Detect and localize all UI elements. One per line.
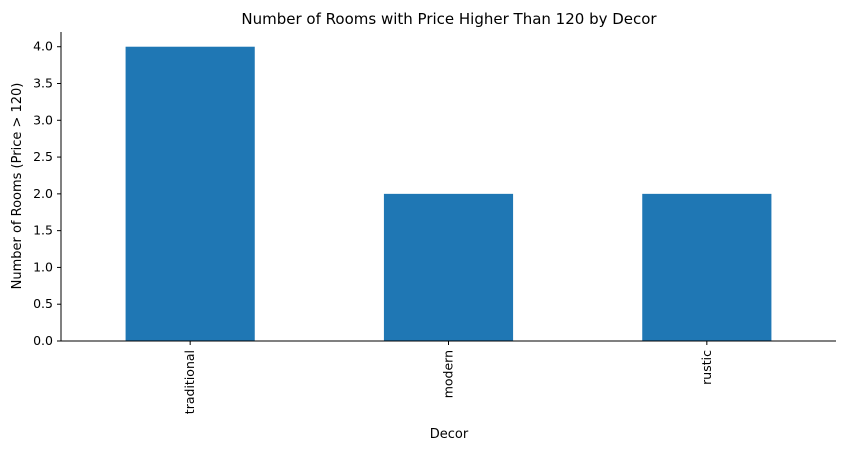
bar-traditional (125, 46, 255, 341)
x-axis-ticks: traditional modern rustic (182, 341, 714, 414)
bars (125, 46, 772, 341)
y-tick-label: 3.5 (33, 76, 53, 91)
x-tick-label-traditional: traditional (182, 350, 197, 414)
y-axis-label: Number of Rooms (Price > 120) (10, 83, 25, 290)
bar-modern (383, 193, 514, 341)
y-tick-label: 2.0 (33, 186, 53, 201)
y-tick-label: 1.0 (33, 259, 53, 274)
x-tick-label-modern: modern (441, 350, 456, 398)
y-tick-label: 0.5 (33, 296, 53, 311)
bar-rustic (642, 193, 772, 341)
x-axis-label: Decor (430, 427, 469, 442)
y-tick-label: 3.0 (33, 112, 53, 127)
y-tick-label: 0.0 (33, 333, 53, 348)
y-tick-label: 2.5 (33, 149, 53, 164)
y-axis-ticks: 0.0 0.5 1.0 1.5 2.0 2.5 3.0 3.5 4.0 (33, 39, 61, 348)
y-tick-label: 1.5 (33, 223, 53, 238)
y-tick-label: 4.0 (33, 39, 53, 54)
x-tick-label-rustic: rustic (699, 350, 714, 385)
chart-title: Number of Rooms with Price Higher Than 1… (241, 10, 657, 28)
